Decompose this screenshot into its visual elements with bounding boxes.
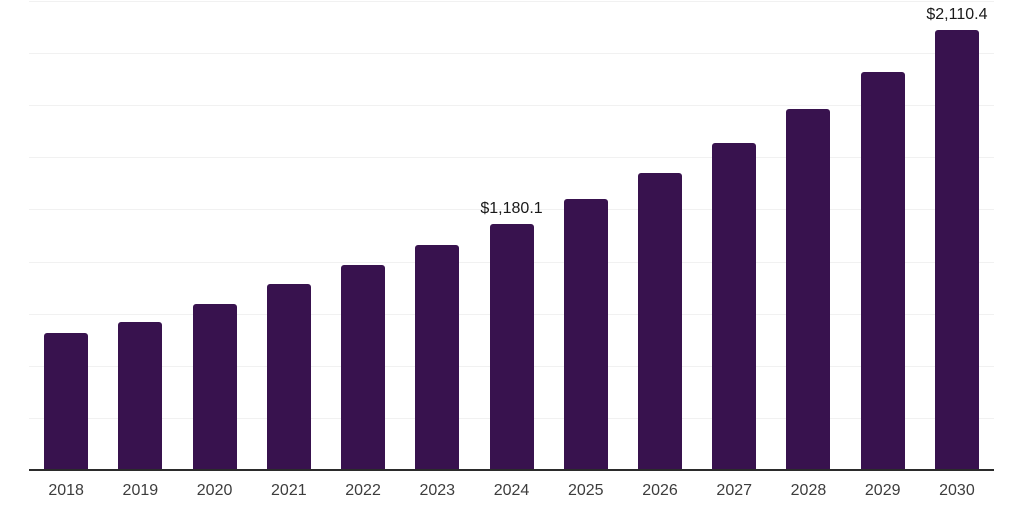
bars-container: $1,180.1 $2,110.4 [29, 1, 994, 470]
bar-slot-2025 [549, 1, 623, 470]
x-tick-2030: 2030 [939, 482, 975, 499]
x-tick-2019: 2019 [122, 482, 159, 499]
bar-2022 [341, 265, 386, 470]
bar-slot-2021 [252, 1, 326, 470]
x-tick-2027: 2027 [716, 482, 753, 499]
bar-2018 [44, 333, 89, 470]
bar-2029 [860, 71, 905, 470]
x-tick-2028: 2028 [790, 482, 827, 499]
plot-area: $1,180.1 $2,110.4 [29, 1, 994, 470]
bar-slot-2022 [326, 1, 400, 470]
bar-2020 [192, 304, 237, 470]
bar-2019 [118, 321, 163, 470]
bar-2024: $1,180.1 [480, 201, 543, 470]
x-tick-2025: 2025 [567, 482, 604, 499]
gridline-1500 [29, 157, 994, 159]
data-label-2024: $1,180.1 [480, 200, 543, 218]
bar-slot-2029 [846, 1, 920, 470]
x-tick-2018: 2018 [48, 482, 84, 499]
x-tick-2023: 2023 [419, 482, 456, 499]
bar-2021 [266, 284, 311, 470]
bar-2023 [415, 244, 460, 470]
bar-slot-2019 [103, 1, 177, 470]
bar-slot-2028 [771, 1, 845, 470]
bar-slot-2026 [623, 1, 697, 470]
x-tick-2022: 2022 [345, 482, 381, 499]
gridline-2000 [29, 53, 994, 55]
data-label-2030: $2,110.4 [926, 6, 988, 24]
x-tick-2021: 2021 [271, 482, 307, 499]
bar-slot-2030: $2,110.4 [920, 1, 994, 470]
gridline-1750 [29, 105, 994, 107]
bar-2030: $2,110.4 [926, 7, 987, 470]
bar-slot-2027 [697, 1, 771, 470]
bar-slot-2023 [400, 1, 474, 470]
gridline-2250 [29, 1, 994, 2]
bar-2027 [712, 143, 757, 470]
x-axis-labels: 2018 2019 2020 2021 2022 2023 2024 2025 2026 2027… [29, 481, 994, 501]
bar-slot-2018 [29, 1, 103, 470]
bar-slot-2020 [177, 1, 251, 470]
x-tick-2020: 2020 [196, 482, 233, 499]
x-tick-2029: 2029 [864, 482, 901, 499]
bar-2025 [563, 199, 608, 470]
bar-2026 [637, 172, 682, 470]
gridline-1250 [29, 209, 994, 211]
x-tick-2026: 2026 [642, 482, 678, 499]
x-axis-line [29, 469, 994, 471]
x-tick-2024: 2024 [493, 482, 530, 499]
bar-slot-2024: $1,180.1 [474, 1, 548, 470]
bar-2028 [786, 109, 831, 470]
